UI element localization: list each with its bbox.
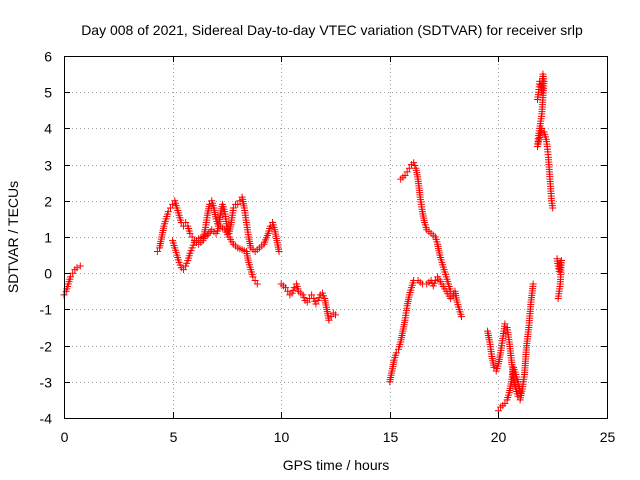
data-point <box>490 363 498 371</box>
x-tick-labels: 0 5 10 15 20 25 <box>61 429 616 445</box>
data-point <box>529 280 537 288</box>
data-point <box>249 273 257 281</box>
data-point <box>182 219 190 227</box>
y-tick-label: 0 <box>44 266 52 282</box>
data-point <box>164 208 172 216</box>
data-point <box>325 316 333 324</box>
y-tick-label: 1 <box>44 230 52 246</box>
x-tick-label: 15 <box>383 429 399 445</box>
data-point <box>169 200 177 208</box>
x-tick-label: 10 <box>274 429 290 445</box>
x-tick-label: 25 <box>600 429 616 445</box>
data-point <box>179 266 187 274</box>
data-point <box>431 276 439 284</box>
data-point <box>457 313 465 321</box>
data-point <box>312 300 320 308</box>
data-point <box>403 168 411 176</box>
data-point <box>549 204 557 212</box>
y-tick-label: 3 <box>44 158 52 174</box>
y-tick-label: -3 <box>40 375 53 391</box>
data-point <box>73 264 81 272</box>
y-tick-label: -1 <box>40 302 53 318</box>
x-tick-label: 5 <box>170 429 178 445</box>
data-point <box>501 320 509 328</box>
data-point <box>303 298 311 306</box>
y-tick-label: -2 <box>40 339 53 355</box>
data-point <box>186 229 194 237</box>
data-point <box>266 222 274 230</box>
data-point <box>275 247 283 255</box>
x-axis-title: GPS time / hours <box>283 457 390 473</box>
y-tick-label: 5 <box>44 85 52 101</box>
data-point <box>153 247 161 255</box>
grid-lines <box>64 56 607 418</box>
data-point <box>76 262 84 270</box>
y-tick-label: 2 <box>44 194 52 210</box>
axis-ticks <box>64 56 608 419</box>
data-point <box>327 313 335 321</box>
data-points <box>60 70 565 415</box>
y-tick-labels: -4 -3 -2 -1 0 1 2 3 4 5 6 <box>40 49 53 427</box>
data-point <box>282 284 290 292</box>
data-point <box>205 229 213 237</box>
data-point <box>516 389 524 397</box>
data-point <box>251 276 259 284</box>
data-point <box>206 200 214 208</box>
data-point <box>203 231 211 239</box>
data-point <box>538 124 546 132</box>
data-point <box>188 233 196 241</box>
data-point <box>554 295 562 303</box>
data-point <box>234 200 242 208</box>
data-point <box>556 258 564 266</box>
data-point <box>332 311 339 319</box>
data-point <box>284 287 292 295</box>
chart-title: Day 008 of 2021, Sidereal Day-to-day VTE… <box>81 22 583 38</box>
data-point <box>392 349 400 357</box>
y-axis-title: SDTVAR / TECUs <box>5 181 21 293</box>
data-point <box>229 204 237 212</box>
y-tick-label: 4 <box>44 121 52 137</box>
y-tick-label: -4 <box>40 411 53 427</box>
data-point <box>405 164 413 172</box>
data-point <box>401 171 409 179</box>
x-tick-label: 20 <box>491 429 507 445</box>
y-tick-label: 6 <box>44 49 52 65</box>
data-point <box>308 291 316 299</box>
data-point <box>290 284 298 292</box>
data-point <box>447 287 455 295</box>
x-tick-label: 0 <box>61 429 69 445</box>
data-point <box>69 269 77 277</box>
data-point <box>501 400 509 408</box>
data-point <box>166 204 174 212</box>
data-point <box>67 273 75 281</box>
data-point <box>253 280 261 288</box>
